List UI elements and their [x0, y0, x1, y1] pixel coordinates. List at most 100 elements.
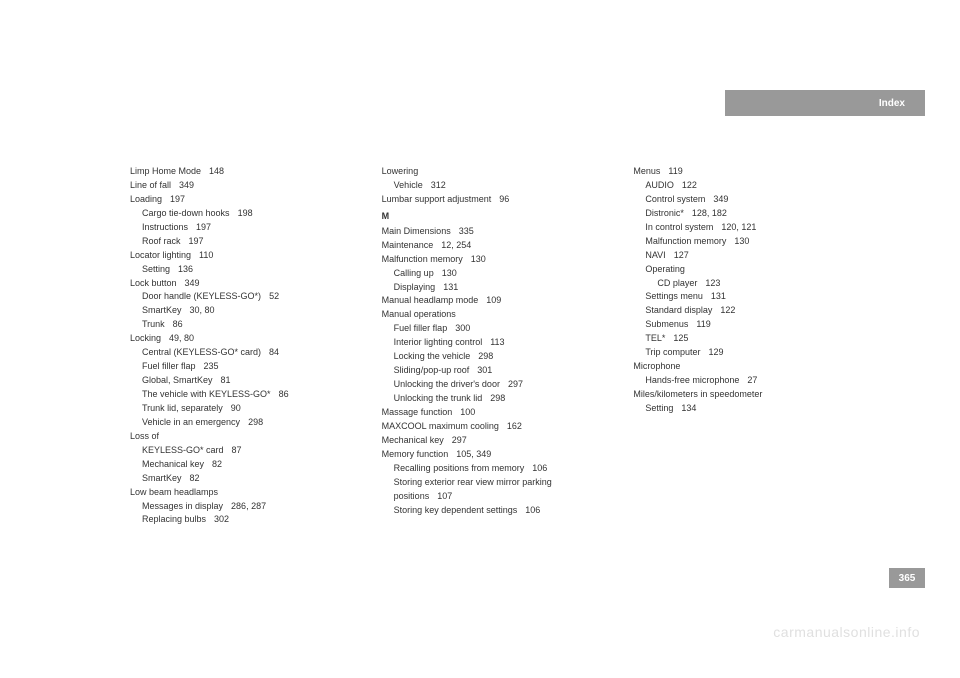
- page-reference: 86: [173, 319, 183, 329]
- entry-text: SmartKey: [142, 305, 182, 315]
- index-entry: Menus119: [633, 165, 860, 179]
- page-reference: 81: [221, 375, 231, 385]
- index-entry: Maintenance12, 254: [382, 239, 609, 253]
- index-entry: MAXCOOL maximum cooling162: [382, 420, 609, 434]
- page-reference: 235: [204, 361, 219, 371]
- page-reference: 122: [720, 305, 735, 315]
- page-reference: 128, 182: [692, 208, 727, 218]
- page-reference: 96: [499, 194, 509, 204]
- entry-text: Limp Home Mode: [130, 166, 201, 176]
- index-entry: Loss of: [130, 430, 357, 444]
- entry-text: Loading: [130, 194, 162, 204]
- index-entry: Unlocking the trunk lid298: [382, 392, 609, 406]
- entry-text: Low beam headlamps: [130, 487, 218, 497]
- entry-text: SmartKey: [142, 473, 182, 483]
- entry-text: Submenus: [645, 319, 688, 329]
- entry-text: CD player: [657, 278, 697, 288]
- page-reference: 105, 349: [456, 449, 491, 459]
- entry-text: Cargo tie-down hooks: [142, 208, 230, 218]
- index-entry: Memory function 105, 349: [382, 448, 609, 462]
- page-reference: 297: [452, 435, 467, 445]
- entry-text: Storing exterior rear view mirror parkin…: [394, 477, 552, 501]
- entry-text: Massage function: [382, 407, 453, 417]
- index-entry: Calling up130: [382, 267, 609, 281]
- entry-text: Standard display: [645, 305, 712, 315]
- index-entry: Hands-free microphone27: [633, 374, 860, 388]
- page-number: 365: [899, 573, 916, 584]
- page-reference: 198: [238, 208, 253, 218]
- entry-text: Fuel filler flap: [142, 361, 196, 371]
- page-reference: 119: [696, 319, 710, 329]
- index-entry: Central (KEYLESS-GO* card) 84: [130, 346, 357, 360]
- entry-text: Loss of: [130, 431, 159, 441]
- page-reference: 349: [185, 278, 200, 288]
- entry-text: Trunk lid, separately: [142, 403, 223, 413]
- entry-text: Central (KEYLESS-GO* card): [142, 347, 261, 357]
- index-entry: Global, SmartKey81: [130, 374, 357, 388]
- index-entry: Manual headlamp mode109: [382, 294, 609, 308]
- entry-text: AUDIO: [645, 180, 674, 190]
- page-reference: 84: [269, 347, 279, 357]
- index-entry: Interior lighting control 113: [382, 336, 609, 350]
- entry-text: Interior lighting control: [394, 337, 483, 347]
- entry-text: Manual operations: [382, 309, 456, 319]
- page-reference: 27: [747, 375, 757, 385]
- entry-text: MAXCOOL maximum cooling: [382, 421, 499, 431]
- index-entry: AUDIO 122: [633, 179, 860, 193]
- index-entry: KEYLESS-GO* card87: [130, 444, 357, 458]
- entry-text: Lock button: [130, 278, 177, 288]
- index-entry: NAVI127: [633, 249, 860, 263]
- index-entry: Roof rack197: [130, 235, 357, 249]
- entry-text: Vehicle: [394, 180, 423, 190]
- entry-text: Recalling positions from memory: [394, 463, 525, 473]
- index-entry: TEL*125: [633, 332, 860, 346]
- index-entry: CD player123: [633, 277, 860, 291]
- page-reference: 298: [248, 417, 263, 427]
- entry-text: Settings menu: [645, 291, 703, 301]
- page-reference: 302: [214, 514, 229, 524]
- entry-text: Memory function: [382, 449, 449, 459]
- index-entry: Setting134: [633, 402, 860, 416]
- entry-text: Line of fall: [130, 180, 171, 190]
- index-entry: Setting136: [130, 263, 357, 277]
- page-reference: 110: [199, 250, 213, 260]
- page-reference: 131: [443, 282, 458, 292]
- index-entry: Loading 197: [130, 193, 357, 207]
- index-entry: Lock button 349: [130, 277, 357, 291]
- index-entry: Locator lighting110: [130, 249, 357, 263]
- page-reference: 197: [170, 194, 185, 204]
- page-reference: 82: [190, 473, 200, 483]
- page-reference: 127: [674, 250, 689, 260]
- index-entry: Microphone: [633, 360, 860, 374]
- index-entry: Distronic*128, 182: [633, 207, 860, 221]
- entry-text: Fuel filler flap: [394, 323, 448, 333]
- column-3: Menus119AUDIO122Control system349Distron…: [633, 165, 860, 527]
- page-reference: 130: [442, 268, 457, 278]
- index-entry: Lumbar support adjustment 96: [382, 193, 609, 207]
- header-band: Index: [725, 90, 925, 116]
- section-letter: M: [382, 210, 609, 224]
- page-reference: 113: [490, 337, 504, 347]
- entry-text: Locking the vehicle: [394, 351, 471, 361]
- page-reference: 122: [682, 180, 697, 190]
- header-title: Index: [879, 98, 905, 109]
- index-entry: Trunk86: [130, 318, 357, 332]
- index-entry: Main Dimensions335: [382, 225, 609, 239]
- page-reference: 301: [477, 365, 492, 375]
- entry-text: Mechanical key: [382, 435, 444, 445]
- entry-text: Locking: [130, 333, 161, 343]
- index-entry: SmartKey30, 80: [130, 304, 357, 318]
- entry-text: Control system: [645, 194, 705, 204]
- entry-text: Roof rack: [142, 236, 181, 246]
- index-entry: Line of fall349: [130, 179, 357, 193]
- index-entry: Lowering: [382, 165, 609, 179]
- index-entry: Locking49, 80: [130, 332, 357, 346]
- index-entry: Instructions197: [130, 221, 357, 235]
- index-entry: Storing key dependent settings106: [382, 504, 609, 518]
- page-reference: 148: [209, 166, 224, 176]
- index-entry: Massage function100: [382, 406, 609, 420]
- entry-text: Lumbar support adjustment: [382, 194, 492, 204]
- page-reference: 82: [212, 459, 222, 469]
- page-reference: 12, 254: [441, 240, 471, 250]
- page-reference: 119: [668, 166, 682, 176]
